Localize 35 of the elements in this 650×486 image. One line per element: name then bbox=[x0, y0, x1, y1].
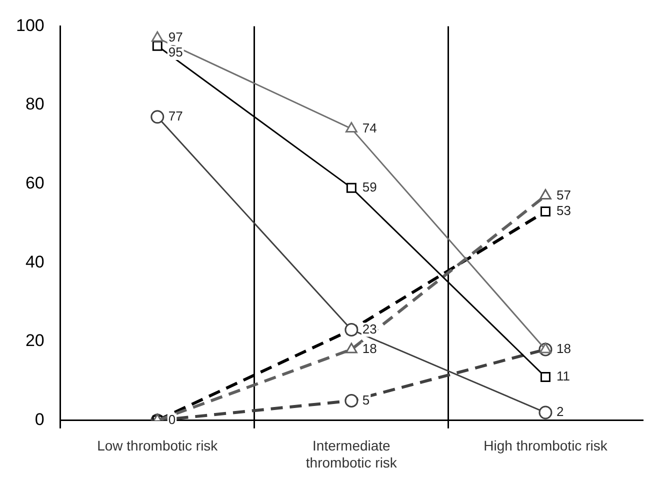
point bbox=[346, 182, 356, 193]
y-tick-label: 100 bbox=[16, 16, 44, 35]
y-tick-label: 20 bbox=[25, 331, 44, 350]
data-label: 53 bbox=[556, 203, 571, 218]
data-label: 2 bbox=[556, 404, 564, 420]
data-label: 23 bbox=[362, 321, 377, 336]
point bbox=[152, 40, 162, 51]
data-label: 74 bbox=[362, 120, 377, 136]
point bbox=[151, 31, 164, 42]
data-label: 18 bbox=[362, 341, 377, 356]
data-label: 0 bbox=[168, 412, 176, 427]
x-tick-label: High thrombotic risk bbox=[484, 438, 608, 454]
point bbox=[540, 342, 552, 354]
data-label: 18 bbox=[556, 341, 571, 356]
point bbox=[540, 206, 550, 216]
data-label: 57 bbox=[556, 187, 571, 202]
data-label: 59 bbox=[362, 179, 377, 194]
y-tick-label: 60 bbox=[25, 174, 44, 193]
y-tick-label: 40 bbox=[25, 252, 44, 272]
point bbox=[344, 394, 358, 408]
point bbox=[345, 342, 358, 354]
data-label: 95 bbox=[168, 44, 183, 60]
point bbox=[150, 110, 164, 124]
point bbox=[540, 372, 550, 382]
point bbox=[538, 406, 552, 420]
data-label: 97 bbox=[168, 30, 183, 45]
data-label: 5 bbox=[362, 392, 370, 408]
y-tick-label: 80 bbox=[25, 94, 44, 114]
y-tick-label: 0 bbox=[34, 410, 44, 430]
point bbox=[540, 188, 552, 200]
data-label: 77 bbox=[168, 108, 183, 124]
data-label: 11 bbox=[556, 368, 570, 384]
x-tick-label: Intermediate thrombotic risk bbox=[306, 438, 398, 470]
x-tick-label: Low thrombotic risk bbox=[97, 438, 219, 454]
point bbox=[345, 122, 358, 132]
